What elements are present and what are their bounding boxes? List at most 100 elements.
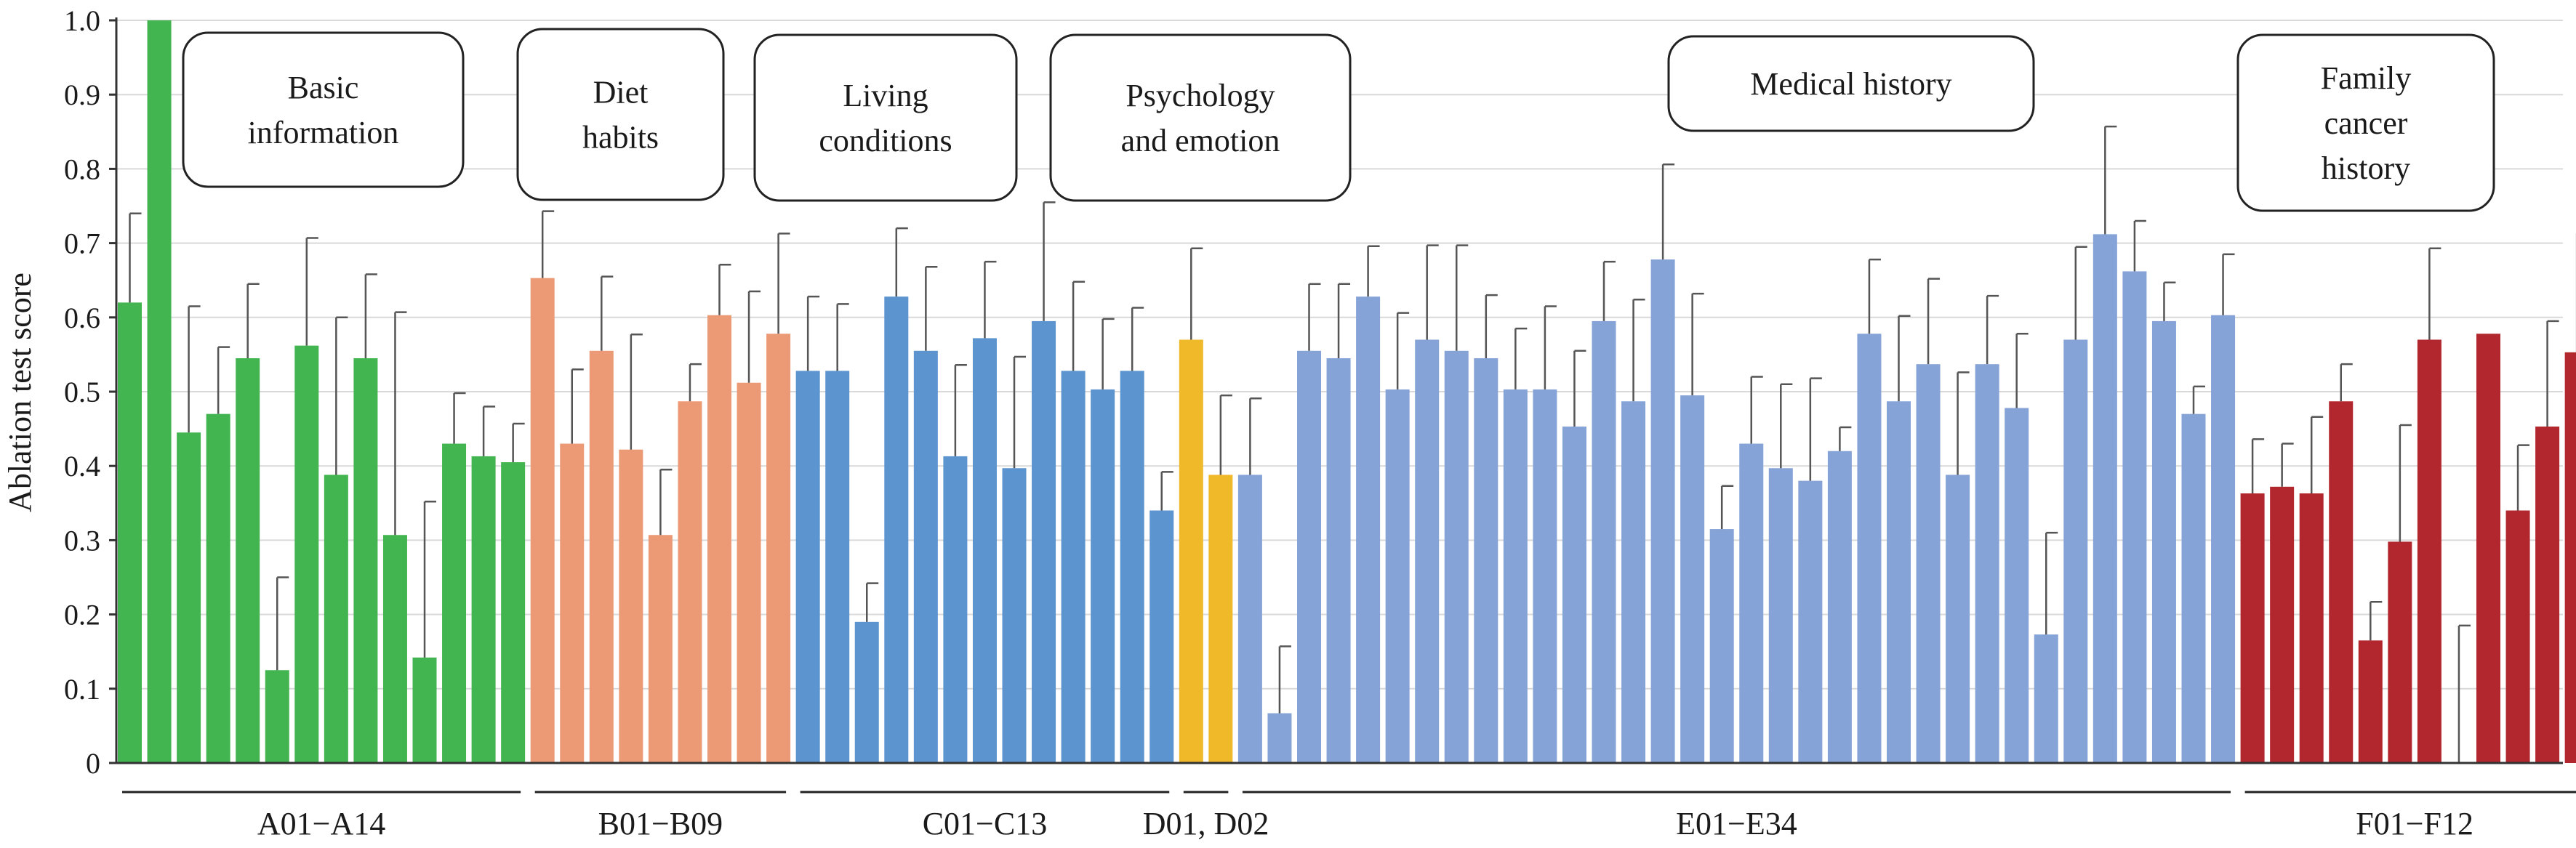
category-box — [182, 31, 465, 188]
y-tick-label: 0.1 — [64, 673, 100, 706]
bar — [118, 302, 142, 763]
group-label: F01−F12 — [2356, 806, 2473, 841]
bar — [2476, 334, 2500, 763]
bar — [2151, 320, 2176, 763]
bar — [2005, 408, 2029, 763]
bar — [1503, 389, 1528, 763]
bar — [442, 443, 467, 763]
bar — [1474, 358, 1498, 763]
category-box-text: information — [248, 115, 399, 150]
bar — [1091, 389, 1115, 763]
bar — [1562, 427, 1586, 763]
bar — [1385, 389, 1410, 763]
category-boxes: Basic information Diet habits Living conditio… — [182, 28, 2495, 212]
group-label: E01−E34 — [1676, 806, 1797, 841]
bar — [2063, 339, 2088, 764]
category-box-text: Living — [843, 78, 928, 113]
category-box-text: cancer — [2324, 105, 2408, 141]
bar — [206, 413, 230, 763]
bar — [2358, 640, 2383, 763]
category-box-text: Basic — [288, 70, 359, 105]
y-tick-label: 0.3 — [64, 524, 100, 557]
bar — [2329, 401, 2354, 763]
bar — [560, 443, 585, 763]
group-labels: A01−A14 B01−B09 C01−C13 D01, D02 E01−E34 F01−… — [122, 791, 2576, 841]
bar — [2093, 234, 2117, 763]
bar — [501, 462, 526, 763]
y-tick-label: 0.2 — [64, 599, 100, 631]
bar — [2122, 271, 2147, 763]
bar — [1533, 389, 1557, 763]
category-box — [1049, 33, 1352, 202]
bar — [2299, 493, 2324, 763]
bar — [766, 334, 791, 763]
y-tick-label: 0.9 — [64, 78, 100, 111]
y-axis-label: Ablation test score — [2, 272, 38, 512]
bar — [795, 371, 820, 763]
bar — [1827, 451, 1852, 763]
bar — [1326, 358, 1351, 763]
bar — [972, 338, 997, 763]
y-tick-label: 0.6 — [64, 302, 100, 334]
axes: 0 0.1 0.2 0.3 0.4 0.5 0.6 0.7 0.8 0.9 1.0 — [64, 4, 2563, 780]
bar — [2417, 339, 2441, 764]
bar — [1356, 296, 1381, 764]
bar — [471, 456, 496, 763]
bar — [1946, 475, 1970, 763]
bar — [324, 475, 348, 763]
bar — [2211, 315, 2236, 763]
bar — [177, 432, 201, 763]
bar — [1768, 468, 1793, 763]
group-label: B01−B09 — [598, 806, 723, 841]
bar — [825, 371, 850, 763]
bar — [678, 401, 702, 763]
category-box-text: conditions — [819, 123, 952, 158]
bar — [265, 670, 289, 763]
bar — [294, 345, 319, 763]
bar — [1975, 364, 1999, 763]
y-tick-label: 0 — [86, 747, 100, 780]
bar — [1061, 371, 1086, 763]
category-box — [2236, 33, 2495, 212]
bar — [1621, 401, 1646, 763]
bar — [2181, 413, 2206, 763]
bar — [1120, 371, 1144, 763]
bar — [2240, 493, 2265, 763]
bar — [1798, 480, 1823, 763]
bar — [619, 449, 643, 763]
y-tick-label: 1.0 — [64, 4, 100, 37]
bar — [1149, 510, 1174, 763]
group-label: D01, D02 — [1143, 806, 1269, 841]
category-box-text: Diet — [593, 75, 649, 110]
bar — [1179, 339, 1203, 764]
bar — [1857, 334, 1882, 763]
bar — [854, 621, 879, 763]
category-box — [516, 28, 725, 201]
bar — [1267, 713, 1292, 763]
y-tick-label: 0.8 — [64, 153, 100, 185]
bar — [1680, 395, 1705, 763]
y-tick-label: 0.7 — [64, 227, 100, 260]
bar — [2034, 634, 2058, 763]
bar — [1208, 475, 1233, 763]
bar — [530, 278, 555, 763]
category-box — [1667, 35, 2035, 132]
bar — [1297, 350, 1321, 763]
category-box-text: habits — [582, 120, 659, 156]
bar — [884, 296, 909, 764]
bar — [1592, 320, 1616, 763]
bar — [1650, 259, 1675, 764]
category-box-text: Medical history — [1750, 66, 1951, 102]
bar — [1916, 364, 1941, 763]
group-label: C01−C13 — [923, 806, 1048, 841]
bar — [589, 350, 614, 763]
category-box-text: and emotion — [1121, 123, 1280, 158]
bars — [118, 20, 2576, 764]
category-box-text: history — [2322, 150, 2410, 186]
bar — [412, 657, 437, 763]
bar — [2270, 486, 2295, 763]
bar — [1032, 320, 1056, 763]
bar — [1237, 475, 1262, 763]
bar — [1887, 401, 1911, 763]
